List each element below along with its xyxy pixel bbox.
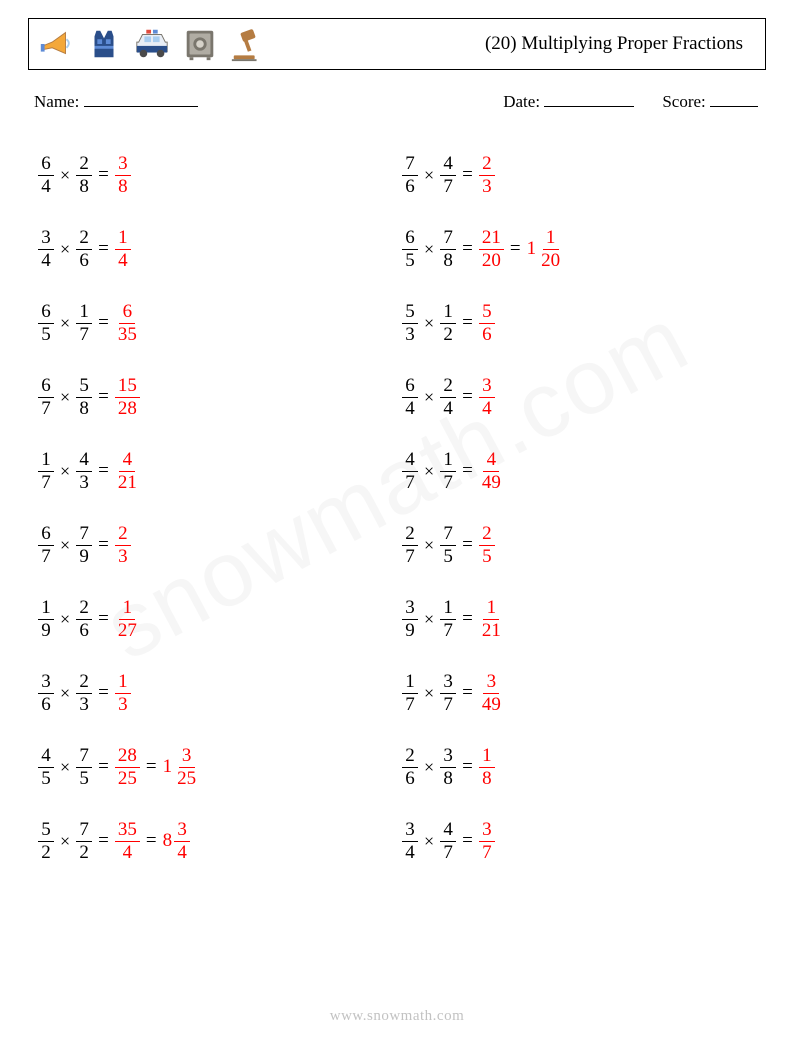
equals-symbol: = <box>456 238 479 260</box>
equals-symbol: = <box>140 830 163 852</box>
problem-row: 64×28=38 <box>38 138 394 212</box>
times-symbol: × <box>54 239 76 260</box>
equals-symbol: = <box>92 756 115 778</box>
times-symbol: × <box>418 831 440 852</box>
header-icons <box>35 23 269 65</box>
meta-row: Name: Date: Score: <box>28 92 766 112</box>
equals-symbol: = <box>92 238 115 260</box>
header-bar: (20) Multiplying Proper Fractions <box>28 18 766 70</box>
times-symbol: × <box>54 535 76 556</box>
mixed-number: 1325 <box>163 745 200 789</box>
equals-symbol: = <box>92 830 115 852</box>
equals-symbol: = <box>456 312 479 334</box>
problem-row: 39×17=121 <box>402 582 758 656</box>
equals-symbol: = <box>92 460 115 482</box>
problem-row: 27×75=25 <box>402 508 758 582</box>
problem-row: 34×47=37 <box>402 804 758 878</box>
times-symbol: × <box>54 683 76 704</box>
vest-icon <box>83 23 125 65</box>
problems-grid: 64×28=3834×26=1465×17=63567×58=152817×43… <box>28 138 766 878</box>
problem-row: 76×47=23 <box>402 138 758 212</box>
times-symbol: × <box>418 461 440 482</box>
problem-row: 17×43=421 <box>38 434 394 508</box>
times-symbol: × <box>418 535 440 556</box>
gavel-icon <box>227 23 269 65</box>
problem-row: 26×38=18 <box>402 730 758 804</box>
times-symbol: × <box>418 313 440 334</box>
times-symbol: × <box>418 757 440 778</box>
equals-symbol: = <box>456 534 479 556</box>
equals-symbol: = <box>456 682 479 704</box>
problem-row: 36×23=13 <box>38 656 394 730</box>
problem-row: 65×78=2120=1120 <box>402 212 758 286</box>
problems-column-right: 76×47=2365×78=2120=112053×12=5664×24=344… <box>394 138 758 878</box>
problem-row: 34×26=14 <box>38 212 394 286</box>
equals-symbol: = <box>92 386 115 408</box>
equals-symbol: = <box>140 756 163 778</box>
problem-row: 17×37=349 <box>402 656 758 730</box>
problem-row: 19×26=127 <box>38 582 394 656</box>
times-symbol: × <box>418 239 440 260</box>
equals-symbol: = <box>456 756 479 778</box>
problem-row: 52×72=354=834 <box>38 804 394 878</box>
times-symbol: × <box>418 387 440 408</box>
times-symbol: × <box>418 165 440 186</box>
name-label: Name: <box>34 92 79 111</box>
megaphone-icon <box>35 23 77 65</box>
problem-row: 67×58=1528 <box>38 360 394 434</box>
footer-url: www.snowmath.com <box>0 1008 794 1025</box>
equals-symbol: = <box>456 830 479 852</box>
equals-symbol: = <box>92 312 115 334</box>
times-symbol: × <box>418 609 440 630</box>
page-title: (20) Multiplying Proper Fractions <box>485 33 751 55</box>
times-symbol: × <box>54 313 76 334</box>
equals-symbol: = <box>456 164 479 186</box>
date-label: Date: <box>503 92 540 111</box>
problem-row: 67×79=23 <box>38 508 394 582</box>
times-symbol: × <box>418 683 440 704</box>
equals-symbol: = <box>456 386 479 408</box>
times-symbol: × <box>54 165 76 186</box>
problem-row: 47×17=449 <box>402 434 758 508</box>
score-blank[interactable] <box>710 106 758 107</box>
problem-row: 65×17=635 <box>38 286 394 360</box>
mixed-number: 1120 <box>527 227 564 271</box>
equals-symbol: = <box>92 682 115 704</box>
police-car-icon <box>131 23 173 65</box>
equals-symbol: = <box>92 534 115 556</box>
times-symbol: × <box>54 757 76 778</box>
problem-row: 45×75=2825=1325 <box>38 730 394 804</box>
score-label: Score: <box>662 92 705 111</box>
mixed-number: 834 <box>163 819 191 863</box>
times-symbol: × <box>54 387 76 408</box>
problem-row: 64×24=34 <box>402 360 758 434</box>
equals-symbol: = <box>456 460 479 482</box>
times-symbol: × <box>54 461 76 482</box>
name-blank[interactable] <box>84 106 198 107</box>
problem-row: 53×12=56 <box>402 286 758 360</box>
times-symbol: × <box>54 831 76 852</box>
equals-symbol: = <box>456 608 479 630</box>
times-symbol: × <box>54 609 76 630</box>
problems-column-left: 64×28=3834×26=1465×17=63567×58=152817×43… <box>38 138 394 878</box>
equals-symbol: = <box>504 238 527 260</box>
equals-symbol: = <box>92 164 115 186</box>
equals-symbol: = <box>92 608 115 630</box>
safe-icon <box>179 23 221 65</box>
date-blank[interactable] <box>544 106 634 107</box>
